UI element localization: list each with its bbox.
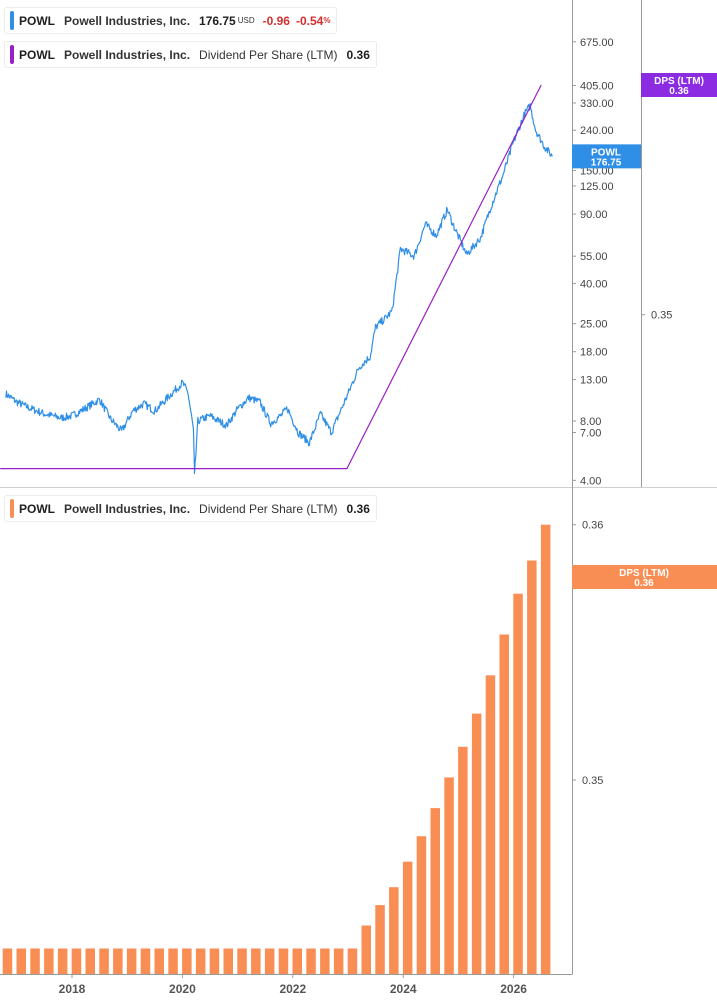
legend-dps-bottom-swatch xyxy=(10,499,14,518)
price-tick-label: 405.00 xyxy=(580,80,614,92)
price-tag-box xyxy=(572,144,641,169)
legend-dps-bottom-metric: Dividend Per Share (LTM) xyxy=(199,501,338,516)
legend-dps-top-symbol: POWL xyxy=(19,47,55,62)
dps-tick-label: 0.35 xyxy=(651,310,672,322)
dps-bar xyxy=(16,948,26,974)
dps-bar xyxy=(168,948,178,974)
price-tick-label: 8.00 xyxy=(580,416,601,428)
dps-top-tag-line2: 0.36 xyxy=(669,86,689,97)
bar-tick-label: 0.36 xyxy=(582,520,603,532)
legend-dps-top: POWL Powell Industries, Inc. Dividend Pe… xyxy=(4,41,377,68)
price-series-line xyxy=(5,103,553,475)
dps-bar xyxy=(85,948,95,974)
time-tick-label: 2026 xyxy=(500,982,527,996)
time-tick-label: 2018 xyxy=(59,982,86,996)
time-tick-label: 2022 xyxy=(279,982,306,996)
price-tick-label: 13.00 xyxy=(580,375,608,387)
legend-dps-top-name: Powell Industries, Inc. xyxy=(64,47,191,62)
legend-dps-bottom: POWL Powell Industries, Inc. Dividend Pe… xyxy=(4,495,377,522)
legend-dps-bottom-name: Powell Industries, Inc. xyxy=(64,501,191,516)
dps-top-tag-line1: DPS (LTM) xyxy=(654,76,704,87)
legend-dps-top-value: 0.36 xyxy=(346,47,370,62)
dps-bar xyxy=(71,948,82,974)
dps-bar xyxy=(499,634,509,974)
price-tick-label: 25.00 xyxy=(580,319,608,331)
bar-tick-label: 0.35 xyxy=(582,775,603,787)
price-tick-label: 18.00 xyxy=(580,347,608,359)
dps-bar xyxy=(2,948,13,974)
price-tick-label: 240.00 xyxy=(580,125,614,137)
dps-bar xyxy=(292,948,302,974)
dps-series-line xyxy=(0,84,542,470)
dps-bar xyxy=(458,746,468,974)
price-tick-label: 40.00 xyxy=(580,278,608,290)
dps-bar xyxy=(44,948,54,974)
dps-bar xyxy=(126,948,137,974)
price-tick-label: 55.00 xyxy=(580,251,608,263)
price-tick-label: 125.00 xyxy=(580,181,614,193)
dps-bar xyxy=(195,948,206,974)
legend-price-currency: USD xyxy=(237,16,255,25)
legend-price-change: -0.96 xyxy=(262,13,290,28)
time-tick-label: 2020 xyxy=(169,982,196,996)
time-tick-label: 2024 xyxy=(390,982,417,996)
dps-bar xyxy=(471,713,482,974)
dps-bar xyxy=(540,524,551,974)
dps-bar xyxy=(140,948,151,974)
dps-bar xyxy=(513,593,523,974)
price-tick-label: 330.00 xyxy=(580,98,614,110)
dps-bar xyxy=(361,925,371,974)
price-tick-label: 7.00 xyxy=(580,427,601,439)
price-tag-line1: POWL xyxy=(591,147,621,158)
dps-bar xyxy=(251,948,261,974)
dps-bar xyxy=(320,948,330,974)
dps-top-tag-box xyxy=(641,72,717,97)
price-tick-label: 4.00 xyxy=(580,475,601,487)
dps-bar xyxy=(375,905,385,974)
dps-bar xyxy=(57,948,68,974)
dps-bar xyxy=(30,948,40,974)
dps-bar xyxy=(430,808,440,974)
dps-bar xyxy=(527,560,537,974)
legend-price-swatch xyxy=(10,11,14,30)
price-tick-label: 675.00 xyxy=(580,37,614,49)
dps-bar xyxy=(99,948,109,974)
dps-bar xyxy=(154,948,164,974)
legend-price-value: 176.75 xyxy=(199,13,236,28)
dps-bottom-tag-line1: DPS (LTM) xyxy=(619,568,669,579)
dps-bar xyxy=(333,948,344,974)
dps-bar xyxy=(237,948,247,974)
dps-bar xyxy=(402,861,413,974)
dps-bar xyxy=(485,675,496,974)
dps-bar xyxy=(113,948,123,974)
dps-bar xyxy=(347,948,358,974)
legend-dps-bottom-symbol: POWL xyxy=(19,501,55,516)
legend-dps-bottom-value: 0.36 xyxy=(346,501,370,516)
dps-bar xyxy=(182,948,192,974)
dps-bar xyxy=(278,948,289,974)
dps-bottom-tag-box xyxy=(572,565,717,589)
dps-bar xyxy=(223,948,233,974)
dps-bar xyxy=(389,887,399,974)
price-tag-line2: 176.75 xyxy=(591,157,622,168)
legend-price: POWL Powell Industries, Inc. 176.75 USD … xyxy=(4,7,338,34)
dps-bottom-tag-line2: 0.36 xyxy=(634,578,654,589)
legend-price-symbol: POWL xyxy=(19,13,55,28)
price-tick-label: 150.00 xyxy=(580,165,614,177)
dps-bar xyxy=(306,948,316,974)
dps-bar xyxy=(209,948,220,974)
dps-bar xyxy=(264,948,275,974)
legend-price-pct-symbol: % xyxy=(323,16,331,25)
legend-price-change-pct: -0.54 xyxy=(295,13,324,28)
legend-price-name: Powell Industries, Inc. xyxy=(64,13,191,28)
dps-bar xyxy=(444,777,454,974)
price-tick-label: 90.00 xyxy=(580,209,608,221)
legend-dps-top-metric: Dividend Per Share (LTM) xyxy=(199,47,338,62)
dps-bar xyxy=(416,836,427,974)
legend-dps-top-swatch xyxy=(10,45,14,64)
